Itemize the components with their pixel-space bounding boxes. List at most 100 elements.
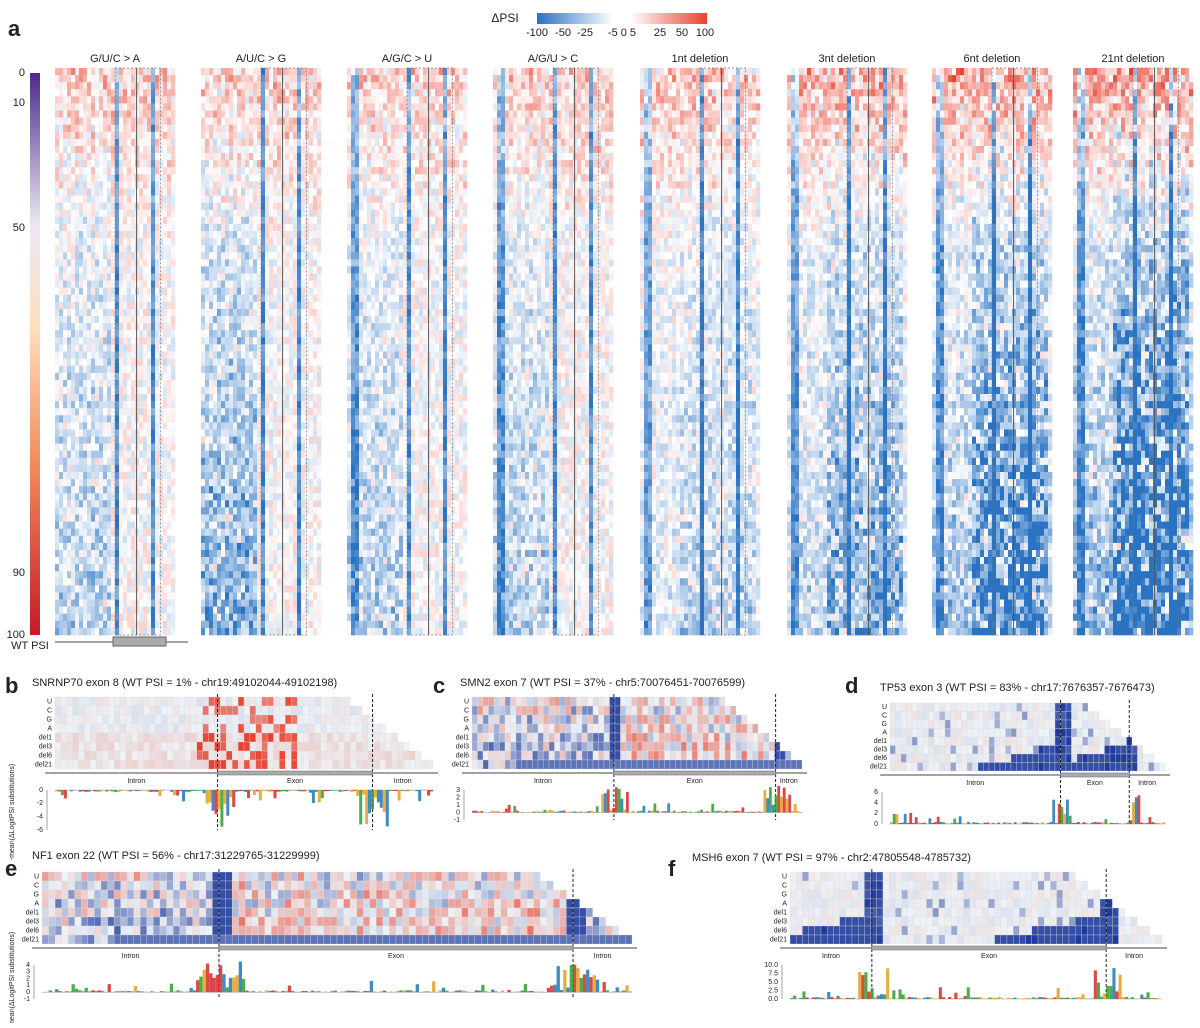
heatmap-cell [87, 600, 91, 607]
heatmap-cell [115, 309, 119, 316]
heatmap-cell [67, 153, 71, 160]
heatmap-cell [163, 536, 167, 543]
heatmap-cell [55, 408, 59, 415]
heatmap-cell [233, 146, 237, 153]
heatmap-cell [103, 295, 107, 302]
heatmap-cell [163, 380, 167, 387]
heatmap-cell [103, 536, 107, 543]
heatmap-cell [151, 103, 155, 110]
heatmap-cell [217, 139, 221, 146]
heatmap-cell [119, 337, 123, 344]
heatmap-cell [87, 217, 91, 224]
heatmap-cell [233, 96, 237, 103]
heatmap-cell [99, 181, 103, 188]
heatmap-cell [103, 68, 107, 75]
heatmap-cell [99, 196, 103, 203]
heatmap-cell [55, 316, 59, 323]
heatmap-cell [135, 288, 139, 295]
heatmap-cell [143, 281, 147, 288]
heatmap-cell [167, 160, 171, 167]
heatmap-cell [293, 75, 297, 82]
heatmap-cell [151, 352, 155, 359]
heatmap-cell [123, 266, 127, 273]
heatmap-cell [63, 628, 67, 635]
heatmap-cell [171, 323, 175, 330]
heatmap-cell [143, 550, 147, 557]
heatmap-cell [71, 543, 75, 550]
heatmap-cell [71, 224, 75, 231]
heatmap-cell [67, 621, 71, 628]
heatmap-cell [139, 224, 143, 231]
heatmap-cell [67, 415, 71, 422]
heatmap-cell [151, 472, 155, 479]
heatmap-cell [63, 564, 67, 571]
heatmap-cell [205, 153, 209, 160]
heatmap-cell [155, 394, 159, 401]
heatmap-cell [143, 266, 147, 273]
heatmap-cell [171, 472, 175, 479]
heatmap-cell [63, 302, 67, 309]
heatmap-cell [217, 103, 221, 110]
heatmap-cell [309, 96, 313, 103]
heatmap-cell [305, 139, 309, 146]
heatmap-cell [87, 628, 91, 635]
heatmap-cell [99, 486, 103, 493]
heatmap-cell [59, 465, 63, 472]
heatmap-cell [143, 529, 147, 536]
heatmap-cell [115, 281, 119, 288]
heatmap-cell [75, 167, 79, 174]
heatmap-cell [63, 245, 67, 252]
heatmap-cell [95, 373, 99, 380]
heatmap-cell [135, 422, 139, 429]
heatmap-cell [75, 103, 79, 110]
heatmap-cell [285, 139, 289, 146]
heatmap-cell [147, 507, 151, 514]
heatmap-cell [167, 118, 171, 125]
heatmap-cell [301, 139, 305, 146]
heatmap-cell [115, 153, 119, 160]
heatmap-cell [147, 146, 151, 153]
heatmap-cell [83, 557, 87, 564]
heatmap-cell [147, 181, 151, 188]
heatmap-cell [99, 607, 103, 614]
heatmap-cell [143, 444, 147, 451]
heatmap-cell [213, 75, 217, 82]
heatmap-cell [225, 139, 229, 146]
heatmap-cell [167, 89, 171, 96]
heatmap-cell [127, 82, 131, 89]
heatmap-cell [91, 593, 95, 600]
heatmap-cell [55, 125, 59, 132]
heatmap-cell [143, 387, 147, 394]
heatmap-cell [95, 394, 99, 401]
heatmap-cell [127, 507, 131, 514]
heatmap-cell [79, 181, 83, 188]
heatmap-cell [87, 522, 91, 529]
heatmap-cell [63, 224, 67, 231]
heatmap-cell [87, 451, 91, 458]
heatmap-cell [115, 337, 119, 344]
heatmap-cell [87, 75, 91, 82]
heatmap-cell [139, 472, 143, 479]
heatmap-cell [143, 380, 147, 387]
heatmap-cell [131, 75, 135, 82]
heatmap-cell [265, 68, 269, 75]
heatmap-cell [155, 281, 159, 288]
heatmap-cell [63, 196, 67, 203]
heatmap-cell [225, 111, 229, 118]
heatmap-cell [317, 139, 321, 146]
heatmap-cell [301, 103, 305, 110]
heatmap-cell [99, 295, 103, 302]
heatmap-cell [127, 68, 131, 75]
heatmap-cell [79, 210, 83, 217]
heatmap-cell [67, 266, 71, 273]
heatmap-cell [87, 82, 91, 89]
heatmap-cell [83, 437, 87, 444]
heatmap-cell [123, 118, 127, 125]
heatmap-cell [135, 146, 139, 153]
heatmap-cell [75, 259, 79, 266]
heatmap-cell [99, 337, 103, 344]
heatmap-cell [67, 380, 71, 387]
heatmap-cell [71, 585, 75, 592]
heatmap-cell [297, 68, 301, 75]
